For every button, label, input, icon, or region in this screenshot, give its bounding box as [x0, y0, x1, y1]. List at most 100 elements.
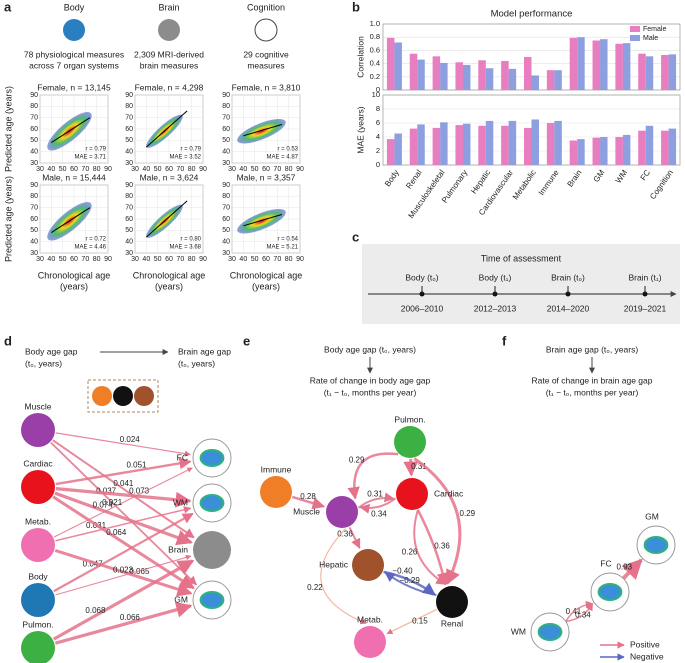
- column-description: 78 physiological measures: [24, 49, 124, 59]
- bar: [440, 122, 448, 165]
- edge: [52, 439, 195, 539]
- y-tick-label: 30: [30, 160, 38, 167]
- plot-title: Male, n = 3,624: [140, 172, 199, 182]
- y-tick-label: 0.4: [370, 59, 380, 68]
- x-tick-label: 50: [154, 256, 162, 263]
- y-tick-label: 90: [30, 182, 38, 189]
- node-label: Cardiac: [23, 458, 53, 468]
- column-description: brain measures: [140, 60, 199, 70]
- node-brain-map: [199, 449, 225, 467]
- x-tick-label: Hepatic: [469, 168, 492, 195]
- edge-label: 0.051: [126, 461, 147, 470]
- fit-line: [243, 213, 283, 227]
- edge-label: 0.31: [411, 462, 427, 471]
- node-label: Immune: [261, 464, 292, 474]
- bar: [417, 124, 425, 165]
- y-tick-label: 70: [222, 205, 230, 212]
- event-period: 2012–2013: [474, 303, 517, 313]
- y-tick-label: 60: [30, 216, 38, 223]
- x-tick-label: 90: [199, 166, 207, 173]
- r-annotation: r = 0.80: [180, 237, 201, 243]
- target-header: Brain age gap: [178, 346, 231, 356]
- bar: [508, 68, 517, 90]
- edge-label: 0.041: [113, 479, 134, 488]
- edge: [359, 497, 397, 514]
- event-period: 2014–2020: [547, 303, 590, 313]
- edge: [54, 548, 193, 597]
- bar: [592, 137, 601, 165]
- bar: [478, 60, 486, 90]
- edge-label: 0.93: [617, 562, 633, 571]
- x-tick-label: 90: [104, 256, 112, 263]
- edge: [55, 457, 192, 486]
- edge-label: 0.29: [460, 509, 476, 518]
- node: [21, 413, 55, 447]
- panel-label: e: [243, 333, 250, 348]
- source-header: Body age gap: [25, 346, 78, 356]
- bar: [554, 120, 562, 165]
- node: [21, 528, 55, 562]
- y-tick-label: 80: [125, 103, 133, 110]
- icon-immune: [92, 386, 112, 406]
- edge: [52, 559, 195, 641]
- node-label: Cardiac: [434, 488, 464, 498]
- column-description: measures: [247, 60, 284, 70]
- edge-label: 0.36: [434, 541, 450, 550]
- r-annotation: r = 0.72: [85, 237, 106, 243]
- edge: [55, 506, 192, 542]
- icon-key-box: [87, 379, 159, 413]
- x-tick-label: 60: [262, 256, 270, 263]
- icon-hepatic: [134, 386, 154, 406]
- header-text: (t₁ − t₀, months per year): [324, 387, 417, 397]
- bar: [577, 139, 585, 165]
- node-label: GM: [174, 594, 188, 604]
- event-label: Brain (t₀): [551, 272, 585, 282]
- x-tick-label: 50: [59, 256, 67, 263]
- y-tick-label: 70: [30, 205, 38, 212]
- x-tick-label: 40: [47, 166, 55, 173]
- y-tick-label: 30: [222, 250, 230, 257]
- bar: [394, 42, 402, 90]
- header-text: Rate of change in body age gap: [310, 375, 431, 385]
- node-label: Body: [28, 571, 48, 581]
- node-label: WM: [173, 497, 188, 507]
- edge: [621, 558, 643, 580]
- edge: [53, 512, 194, 593]
- x-tick-label: 30: [36, 166, 44, 173]
- y-tick-label: 0.6: [370, 45, 380, 54]
- y-tick-label: 40: [222, 149, 230, 156]
- header-text: Brain age gap (t₀, years): [546, 344, 639, 354]
- y-tick-label: 60: [125, 216, 133, 223]
- y-tick-label: 0.8: [370, 32, 380, 41]
- x-tick-label: 90: [104, 166, 112, 173]
- x-tick-label: 50: [59, 166, 67, 173]
- mae-annotation: MAE = 4.46: [74, 245, 106, 251]
- event-period: 2019–2021: [624, 303, 667, 313]
- y-tick-label: 90: [125, 92, 133, 99]
- panel-label: d: [4, 333, 12, 348]
- bar: [569, 140, 578, 165]
- plot-title: Male, n = 15,444: [42, 172, 106, 182]
- bar: [569, 37, 578, 90]
- edge-label: 0.021: [102, 498, 123, 507]
- x-tick-label: Renal: [404, 168, 423, 190]
- x-tick-label: 90: [199, 256, 207, 263]
- edge-label: 0.28: [300, 492, 316, 501]
- y-tick-label: 90: [222, 92, 230, 99]
- y-tick-label: 0: [376, 160, 380, 169]
- edge: [55, 432, 191, 457]
- fit-line: [243, 123, 283, 137]
- x-tick-label: 70: [176, 256, 184, 263]
- edge: [52, 495, 195, 590]
- bar: [432, 56, 441, 90]
- y-tick-label: 60: [30, 126, 38, 133]
- y-tick-label: 60: [125, 126, 133, 133]
- header-text: Rate of change in brain age gap: [532, 375, 653, 385]
- column-title: Brain: [158, 2, 179, 12]
- y-tick-label: 6: [376, 118, 380, 127]
- bar: [600, 137, 608, 165]
- node-label: Pulmon.: [394, 414, 425, 424]
- timeline-title: Time of assessment: [481, 253, 562, 263]
- mae-annotation: MAE = 3.71: [74, 155, 106, 161]
- plot-title: Female, n = 3,810: [232, 82, 301, 92]
